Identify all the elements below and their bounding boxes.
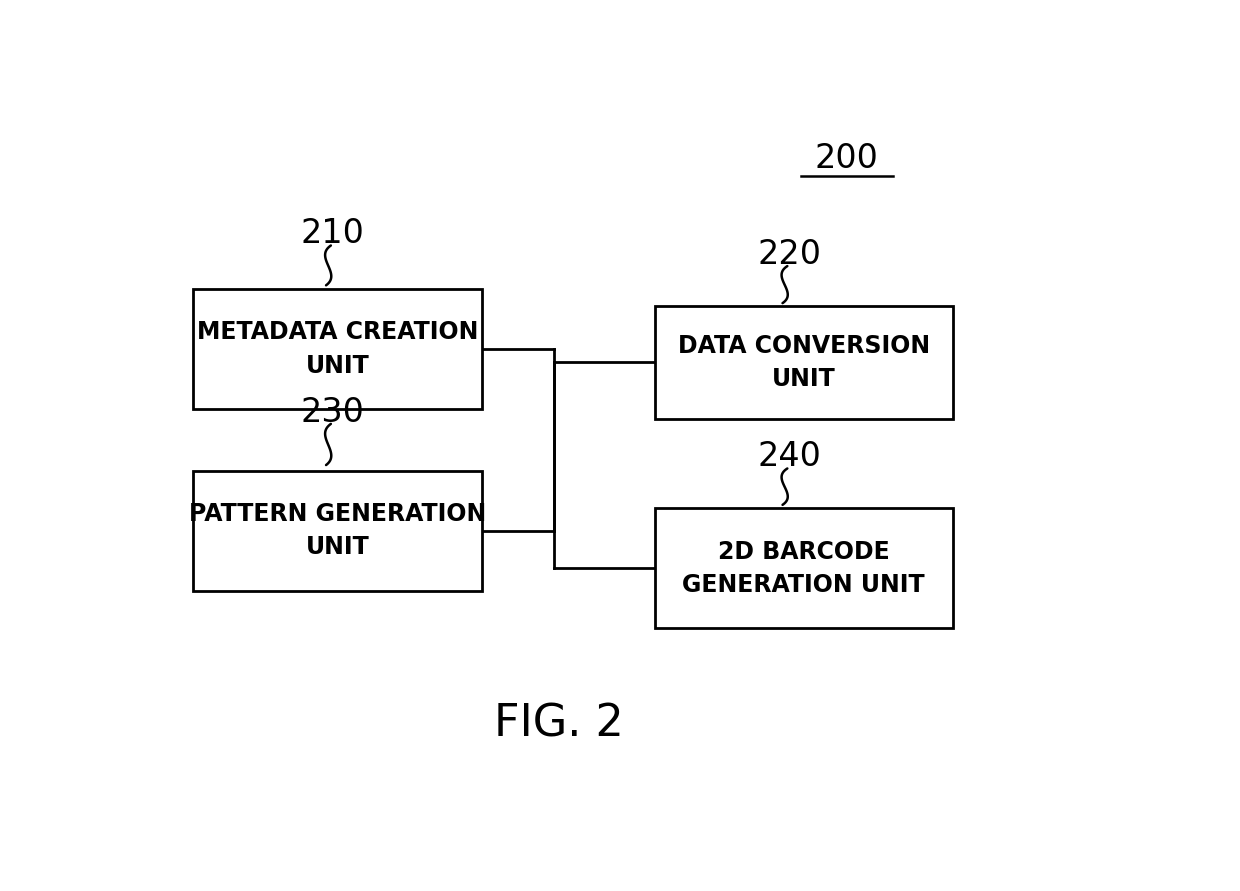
Text: PATTERN GENERATION
UNIT: PATTERN GENERATION UNIT: [188, 502, 486, 560]
Text: FIG. 2: FIG. 2: [494, 703, 624, 746]
Text: METADATA CREATION
UNIT: METADATA CREATION UNIT: [197, 320, 479, 378]
Text: 2D BARCODE
GENERATION UNIT: 2D BARCODE GENERATION UNIT: [682, 540, 925, 597]
FancyBboxPatch shape: [193, 470, 481, 591]
Text: 240: 240: [758, 440, 821, 473]
Text: DATA CONVERSION
UNIT: DATA CONVERSION UNIT: [677, 334, 930, 391]
FancyBboxPatch shape: [655, 508, 952, 628]
FancyBboxPatch shape: [193, 289, 481, 409]
Text: 210: 210: [301, 217, 365, 250]
Text: 230: 230: [301, 396, 365, 429]
Text: 220: 220: [758, 238, 821, 271]
Text: 200: 200: [815, 142, 879, 175]
FancyBboxPatch shape: [655, 306, 952, 419]
